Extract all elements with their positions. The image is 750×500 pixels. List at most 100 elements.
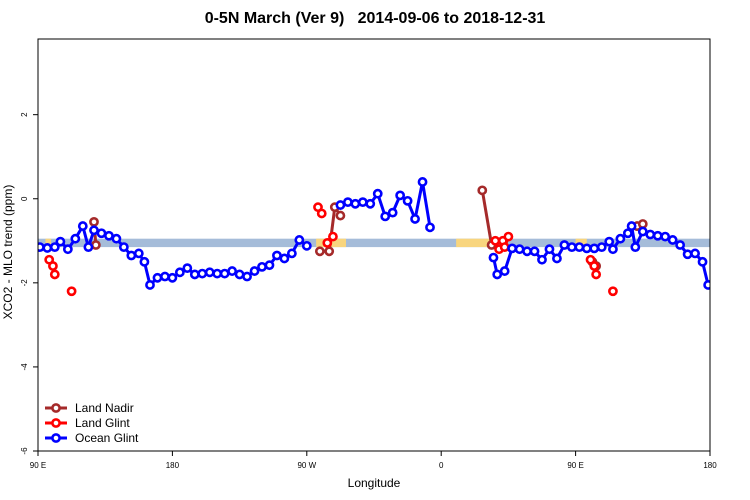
data-point: [77, 221, 88, 231]
data-point: [89, 216, 99, 227]
data-point: [690, 248, 700, 259]
data-point: [499, 266, 510, 276]
data-point: [507, 243, 518, 254]
data-point: [227, 266, 238, 276]
data-point: [139, 256, 150, 267]
data-point: [111, 233, 122, 244]
data-point: [589, 243, 600, 254]
data-point: [591, 269, 602, 280]
data-point: [608, 244, 618, 255]
data-point: [49, 269, 60, 280]
data-point: [322, 237, 333, 248]
legend-label: Land Glint: [75, 416, 130, 430]
data-point: [83, 242, 94, 253]
data-point: [66, 286, 77, 297]
data-point: [703, 280, 710, 290]
legend-marker: [51, 403, 61, 413]
data-point: [104, 230, 114, 241]
data-point: [503, 231, 514, 242]
data-point: [490, 235, 501, 246]
data-point: [257, 261, 267, 272]
data-point: [652, 230, 663, 241]
data-point: [70, 233, 81, 244]
data-point: [675, 240, 686, 250]
data-point: [126, 250, 137, 261]
data-point: [335, 200, 346, 210]
data-point: [272, 250, 282, 261]
data-point: [596, 242, 607, 253]
data-point: [522, 246, 532, 257]
legend-label: Land Nadir: [75, 401, 134, 415]
data-point: [395, 190, 406, 201]
series-line: [480, 190, 494, 246]
data-point: [682, 249, 693, 260]
data-point: [96, 228, 107, 239]
series-land-glint: [44, 202, 618, 297]
x-tick-label: 90 W: [297, 461, 316, 470]
data-point: [365, 198, 376, 209]
data-point: [645, 229, 656, 240]
y-tick-label: -2: [20, 279, 29, 287]
legend-marker: [51, 418, 61, 428]
y-tick-label: 2: [20, 112, 29, 117]
legend-label: Ocean Glint: [75, 431, 139, 445]
y-tick-label: -6: [20, 447, 29, 455]
data-point: [544, 244, 555, 255]
data-point: [667, 235, 678, 245]
data-point: [133, 248, 144, 259]
data-point: [249, 266, 260, 276]
data-point: [89, 225, 99, 236]
reference-band-highlight: [456, 238, 494, 248]
chart-title: 0-5N March (Ver 9) 2014-09-06 to 2018-12…: [204, 10, 546, 27]
plot-frame: [37, 38, 711, 452]
data-point: [357, 197, 368, 208]
data-point: [589, 261, 600, 271]
data-point: [492, 269, 503, 280]
data-point: [604, 236, 615, 247]
data-point: [417, 177, 428, 187]
data-point: [49, 242, 60, 253]
data-point: [615, 233, 626, 244]
data-point: [90, 240, 101, 250]
data-point: [219, 268, 230, 279]
data-point: [387, 207, 398, 218]
data-point: [622, 228, 633, 239]
legend-marker: [51, 433, 61, 443]
data-point: [608, 286, 618, 297]
y-axis-label: XCO2 - MLO trend (ppm): [1, 184, 15, 320]
data-point: [48, 261, 58, 271]
data-point: [350, 198, 361, 209]
x-tick-label: 90 E: [567, 461, 583, 470]
data-point: [55, 236, 66, 247]
data-point: [189, 269, 200, 280]
reference-band-rect: [38, 238, 710, 248]
data-point: [152, 272, 163, 283]
data-point: [425, 222, 435, 233]
y-tick-label: -4: [20, 363, 29, 371]
series-land-nadir: [89, 185, 648, 271]
data-point: [499, 242, 510, 253]
x-tick-label: 0: [439, 461, 444, 470]
data-point: [324, 246, 335, 257]
data-point: [182, 263, 193, 274]
x-tick-label: 90 E: [30, 461, 46, 470]
x-axis-label: Longitude: [347, 476, 401, 490]
data-point: [342, 197, 353, 208]
data-point: [62, 244, 73, 255]
data-point: [697, 256, 708, 267]
data-point: [38, 242, 45, 253]
data-point: [402, 195, 413, 206]
data-point: [537, 254, 547, 265]
data-point: [559, 240, 570, 250]
y-tick-label: 0: [20, 196, 29, 201]
data-point: [234, 269, 245, 280]
data-point: [316, 208, 327, 219]
data-point: [477, 185, 488, 196]
data-point: [212, 268, 223, 279]
data-point: [566, 242, 577, 253]
data-point: [279, 253, 290, 264]
data-point: [314, 246, 325, 257]
data-point: [637, 226, 648, 237]
